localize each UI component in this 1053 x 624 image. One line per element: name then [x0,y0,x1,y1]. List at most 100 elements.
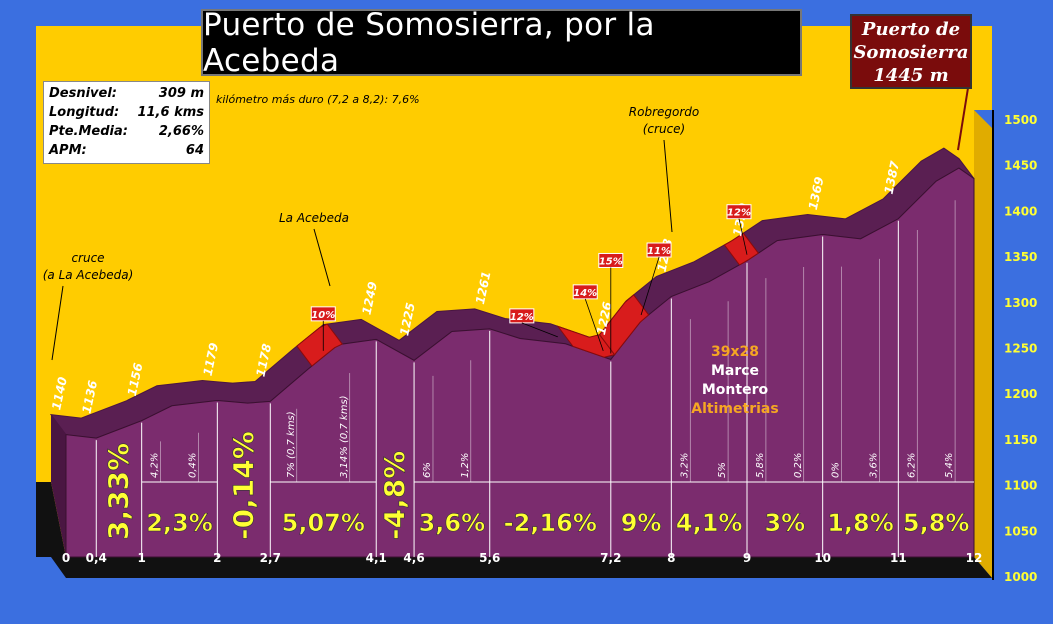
chart-side-wall [974,110,992,578]
grade-label: 3% [764,509,805,537]
sub-grade-label: 7% (0,7 kms) [286,411,297,478]
x-tick-label: 4,6 [403,551,424,565]
watermark-line-2: Marce Montero [701,363,769,398]
watermark: 39x28 Marce Montero Altimetrias [676,343,794,419]
x-tick-label: 5,6 [479,551,500,565]
x-tick-label: 11 [890,551,907,565]
altitude-label: 1225 [397,301,418,337]
stat-label: Desnivel: [49,86,118,101]
sub-grade-label: 0,2% [793,453,804,478]
altitude-label: 1140 [49,376,70,412]
y-tick-label: 1050 [1004,524,1037,538]
profile-left-face [51,414,66,557]
altitude-label: 1249 [359,280,380,316]
sub-grade-label: 0% [831,462,842,478]
x-tick-label: 12 [966,551,983,565]
grade-label: -4,8% [378,451,411,540]
steep-badge-pointer [640,256,660,316]
stats-row: Pte.Media: 2,66% [49,122,204,141]
altitude-label: 1179 [201,342,222,378]
stat-value: 64 [185,143,204,158]
summit-box: Puerto de Somosierra 1445 m [850,14,972,89]
x-tick-label: 2,7 [260,551,281,565]
summit-line-2: Somosierra [853,42,969,63]
y-axis-strip [992,110,994,580]
grade-label: 4,1% [676,509,743,537]
stats-row: Longitud: 11,6 kms [49,103,204,122]
place-annotation: cruce [71,251,104,265]
annotation-pointer [663,139,673,233]
summit-line-1: Puerto de [861,19,961,40]
place-annotation: (cruce) [643,122,685,136]
x-tick-label: 4,1 [366,551,387,565]
sub-grade-label: 6% [422,462,433,478]
steep-badge-label: 10% [311,310,335,321]
x-tick-label: 1 [137,551,145,565]
steep-badge-pointer [584,298,604,351]
y-tick-label: 1250 [1004,342,1037,356]
x-tick-label: 0,4 [86,551,107,565]
grade-label: 5,07% [282,509,365,537]
sub-grade-label: 3,14% (0,7 kms) [339,395,350,478]
grade-label: 3,6% [419,509,486,537]
stat-label: APM: [49,143,87,158]
sub-grade-label: 5% [717,462,728,478]
stat-value: 11,6 kms [137,105,204,120]
stats-box: Desnivel: 309 m Longitud: 11,6 kms Pte.Med… [43,81,210,164]
y-tick-label: 1000 [1004,570,1037,584]
watermark-line-1: 39x28 [711,344,759,360]
sub-grade-label: 6,2% [906,453,917,478]
y-tick-label: 1350 [1004,250,1037,264]
steep-badge-label: 12% [727,208,751,219]
chart-title: Puerto de Somosierra, por la Acebeda [203,6,655,79]
summit-pointer [957,87,969,151]
sub-grade-label: 5,4% [944,453,955,478]
altitude-label: 1369 [806,176,827,212]
annotation-pointer [51,285,64,361]
sub-grade-label: 4,2% [150,453,161,478]
y-tick-label: 1150 [1004,433,1037,447]
y-tick-label: 1450 [1004,159,1037,173]
stats-row: APM: 64 [49,141,204,160]
grade-label: 2,3% [146,509,213,537]
grade-label: 5,8% [903,509,970,537]
x-tick-label: 9 [743,551,751,565]
grade-label: -2,16% [504,509,597,537]
sub-grade-label: 5,8% [755,453,766,478]
x-tick-label: 10 [814,551,831,565]
sub-grade-label: 1,2% [460,453,471,478]
y-tick-label: 1300 [1004,296,1037,310]
altitude-label: 1156 [125,362,146,398]
grade-label: 3,33% [102,443,135,540]
sub-grade-label: 3,6% [868,453,879,478]
place-annotation: La Acebeda [279,211,349,225]
x-tick-label: 0 [62,551,70,565]
profile-labels: 3,33% 4,2% 0,4% 2,3% -0,14% 7% (0,7 kms) 3,14%… [43,87,970,540]
y-tick-label: 1100 [1004,479,1037,493]
y-tick-label: 1500 [1004,113,1037,127]
stat-value: 2,66% [158,124,204,139]
altitude-label: 1387 [882,159,903,195]
annotation-pointer [313,228,331,287]
steep-badge-label: 14% [573,288,597,299]
altitude-label: 1226 [594,301,615,337]
steep-badge-label: 15% [599,256,623,267]
grade-label: -0,14% [227,431,260,540]
grade-label: 9% [621,509,662,537]
altitude-label: 1261 [473,270,494,306]
sub-grade-label: 3,2% [679,453,690,478]
altitude-label: 1136 [80,379,101,415]
summit-line-3: 1445 m [873,65,949,86]
place-annotation: Robregordo [629,105,699,119]
steep-badge-pointer [738,218,748,255]
title-box: Puerto de Somosierra, por la Acebeda [201,6,802,79]
steep-ramp-patch [598,294,650,356]
y-tick-label: 1400 [1004,204,1037,218]
grade-label: 1,8% [827,509,894,537]
steep-badge-pointer [521,322,558,338]
stat-label: Longitud: [49,105,120,120]
altitude-label: 1178 [254,342,275,378]
steep-badge-label: 11% [647,246,671,257]
stat-value: 309 m [158,86,204,101]
steep-ramp-patch [723,232,760,266]
